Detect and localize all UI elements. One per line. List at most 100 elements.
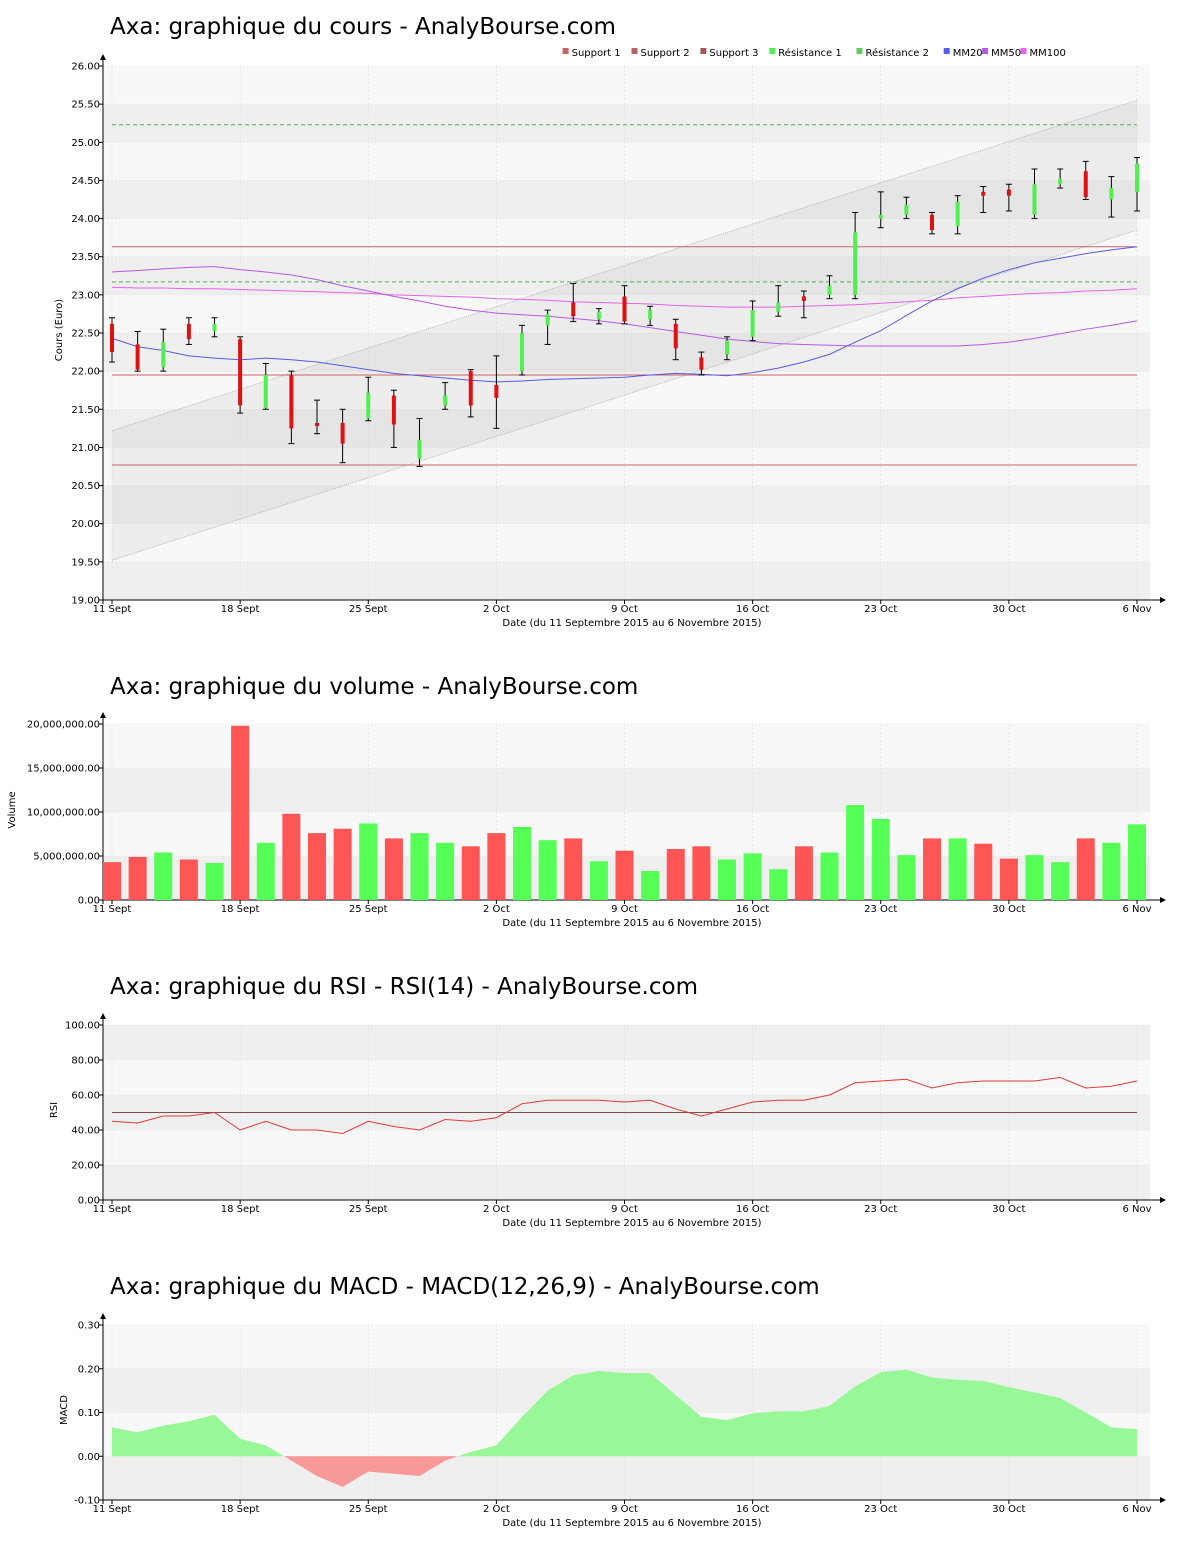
candle [954, 195, 961, 235]
volume-bar [256, 842, 275, 900]
trend-channel-lower [111, 229, 1138, 561]
x-tick-label: 18 Sept [221, 904, 260, 915]
x-tick-label: 25 Sept [349, 1504, 388, 1515]
x-tick-label: 30 Oct [992, 1204, 1025, 1215]
candle [800, 290, 807, 319]
candle-body [186, 323, 191, 340]
candle [570, 282, 577, 323]
y-tick-label: 60.00 [71, 1091, 100, 1102]
volume-bar [974, 843, 993, 900]
volume-bar [1102, 842, 1121, 900]
volume-bars [103, 725, 1146, 900]
candle-body [1109, 188, 1114, 200]
volume-chart-title: Axa: graphique du volume - AnalyBourse.c… [110, 674, 638, 700]
volume-bar [769, 869, 788, 900]
candle-body [801, 296, 806, 301]
candle [1108, 176, 1115, 218]
grid-band [103, 485, 1150, 524]
candle-body [1006, 189, 1011, 196]
legend-label: Résistance 2 [866, 47, 929, 59]
candle [109, 317, 115, 363]
candle [929, 211, 935, 235]
volume-bar [461, 846, 480, 900]
volume-bar [589, 861, 608, 900]
x-tick-label: 30 Oct [992, 604, 1025, 615]
grid-band [103, 409, 1150, 448]
x-axis: 11 Sept 18 Sept 25 Sept 2 Oct 9 Oct 16 Oct 23 … [93, 66, 1152, 615]
volume-bar [103, 862, 121, 900]
y-tick-label: 20.00 [71, 519, 100, 530]
volume-bar [128, 856, 147, 900]
x-tick-label: 23 Oct [864, 1504, 897, 1515]
volume-bar [1076, 838, 1095, 900]
x-tick-label: 16 Oct [736, 604, 769, 615]
x-tick-label: 23 Oct [864, 904, 897, 915]
grid-band [103, 561, 1150, 600]
x-tick-label: 11 Sept [93, 1504, 132, 1515]
volume-bar [846, 804, 865, 900]
candle-body [417, 439, 422, 459]
candle-body [776, 302, 781, 312]
candle-body [955, 201, 960, 227]
x-tick-label: 25 Sept [349, 904, 388, 915]
volume-bar [538, 840, 557, 900]
x-tick-label: 6 Nov [1122, 904, 1151, 915]
y-tick-label: 0.30 [78, 1321, 100, 1332]
candle [852, 211, 859, 300]
legend-item: MM20 [943, 48, 983, 59]
y-tick-label: 22.50 [71, 329, 100, 340]
volume-bar [487, 833, 506, 900]
y-tick-label: 0.00 [78, 896, 100, 907]
y-tick-label: 23.50 [71, 252, 100, 263]
volume-bar [1128, 824, 1146, 900]
price-chart-title: Axa: graphique du cours - AnalyBourse.co… [110, 14, 616, 40]
x-tick-label: 2 Oct [483, 904, 510, 915]
y-tick-label: 40.00 [71, 1126, 100, 1137]
candle-body [238, 339, 243, 406]
volume-bar [384, 838, 403, 900]
candle [467, 369, 474, 418]
candle-body [853, 232, 858, 295]
y-tick-label: 26.00 [71, 62, 100, 73]
y-tick-label: 19.50 [71, 557, 100, 568]
y-tick-label: 21.50 [71, 405, 100, 416]
volume-bar [692, 846, 711, 900]
volume-bar [282, 813, 301, 900]
candle-body [622, 296, 627, 322]
y-tick-label: 25.50 [71, 100, 100, 111]
y-tick-label: 100.00 [65, 1021, 100, 1032]
grid-band [103, 180, 1150, 219]
price-chart-panel: Axa: graphique du cours - AnalyBourse.co… [54, 14, 1166, 629]
legend-item: Support 3 [700, 48, 758, 59]
volume-bar [743, 853, 762, 900]
legend-swatch [982, 48, 989, 54]
plot-background [103, 66, 1150, 600]
candle-body [1058, 178, 1063, 185]
price-plot-area [109, 99, 1140, 561]
volume-x-axis-title: Date (du 11 Septembre 2015 au 6 Novembre… [502, 918, 761, 929]
candle-body [878, 214, 883, 219]
candle [493, 355, 500, 429]
volume-bar [410, 833, 429, 900]
volume-bar [948, 838, 967, 900]
macd-positive-area [457, 1369, 1137, 1457]
grid-band [103, 1325, 1150, 1369]
x-tick-label: 6 Nov [1122, 1504, 1151, 1515]
grid-band [103, 1165, 1150, 1200]
y-tick-label: 5,000,000.00 [33, 852, 100, 863]
candle [314, 399, 320, 435]
volume-chart-panel: Axa: graphique du volume - AnalyBourse.c… [7, 674, 1166, 929]
x-axis-arrow-icon [1160, 1197, 1166, 1203]
macd-positive-area [112, 1414, 285, 1457]
y-axis: 19.00 19.50 20.00 20.50 21.00 21.50 22.00 22.50… [71, 62, 1150, 607]
candle-body [391, 395, 396, 425]
candle-body [1135, 163, 1139, 192]
candle-body [827, 285, 832, 295]
y-axis: 0.00 5,000,000.00 10,000,000.00 15,000,000.… [27, 720, 1150, 907]
y-tick-label: 80.00 [71, 1056, 100, 1067]
grid-band [103, 447, 1150, 486]
y-tick-label: 0.10 [78, 1408, 100, 1419]
candles [109, 157, 1140, 467]
y-tick-label: 19.00 [71, 596, 100, 607]
candle-body [1083, 171, 1088, 198]
